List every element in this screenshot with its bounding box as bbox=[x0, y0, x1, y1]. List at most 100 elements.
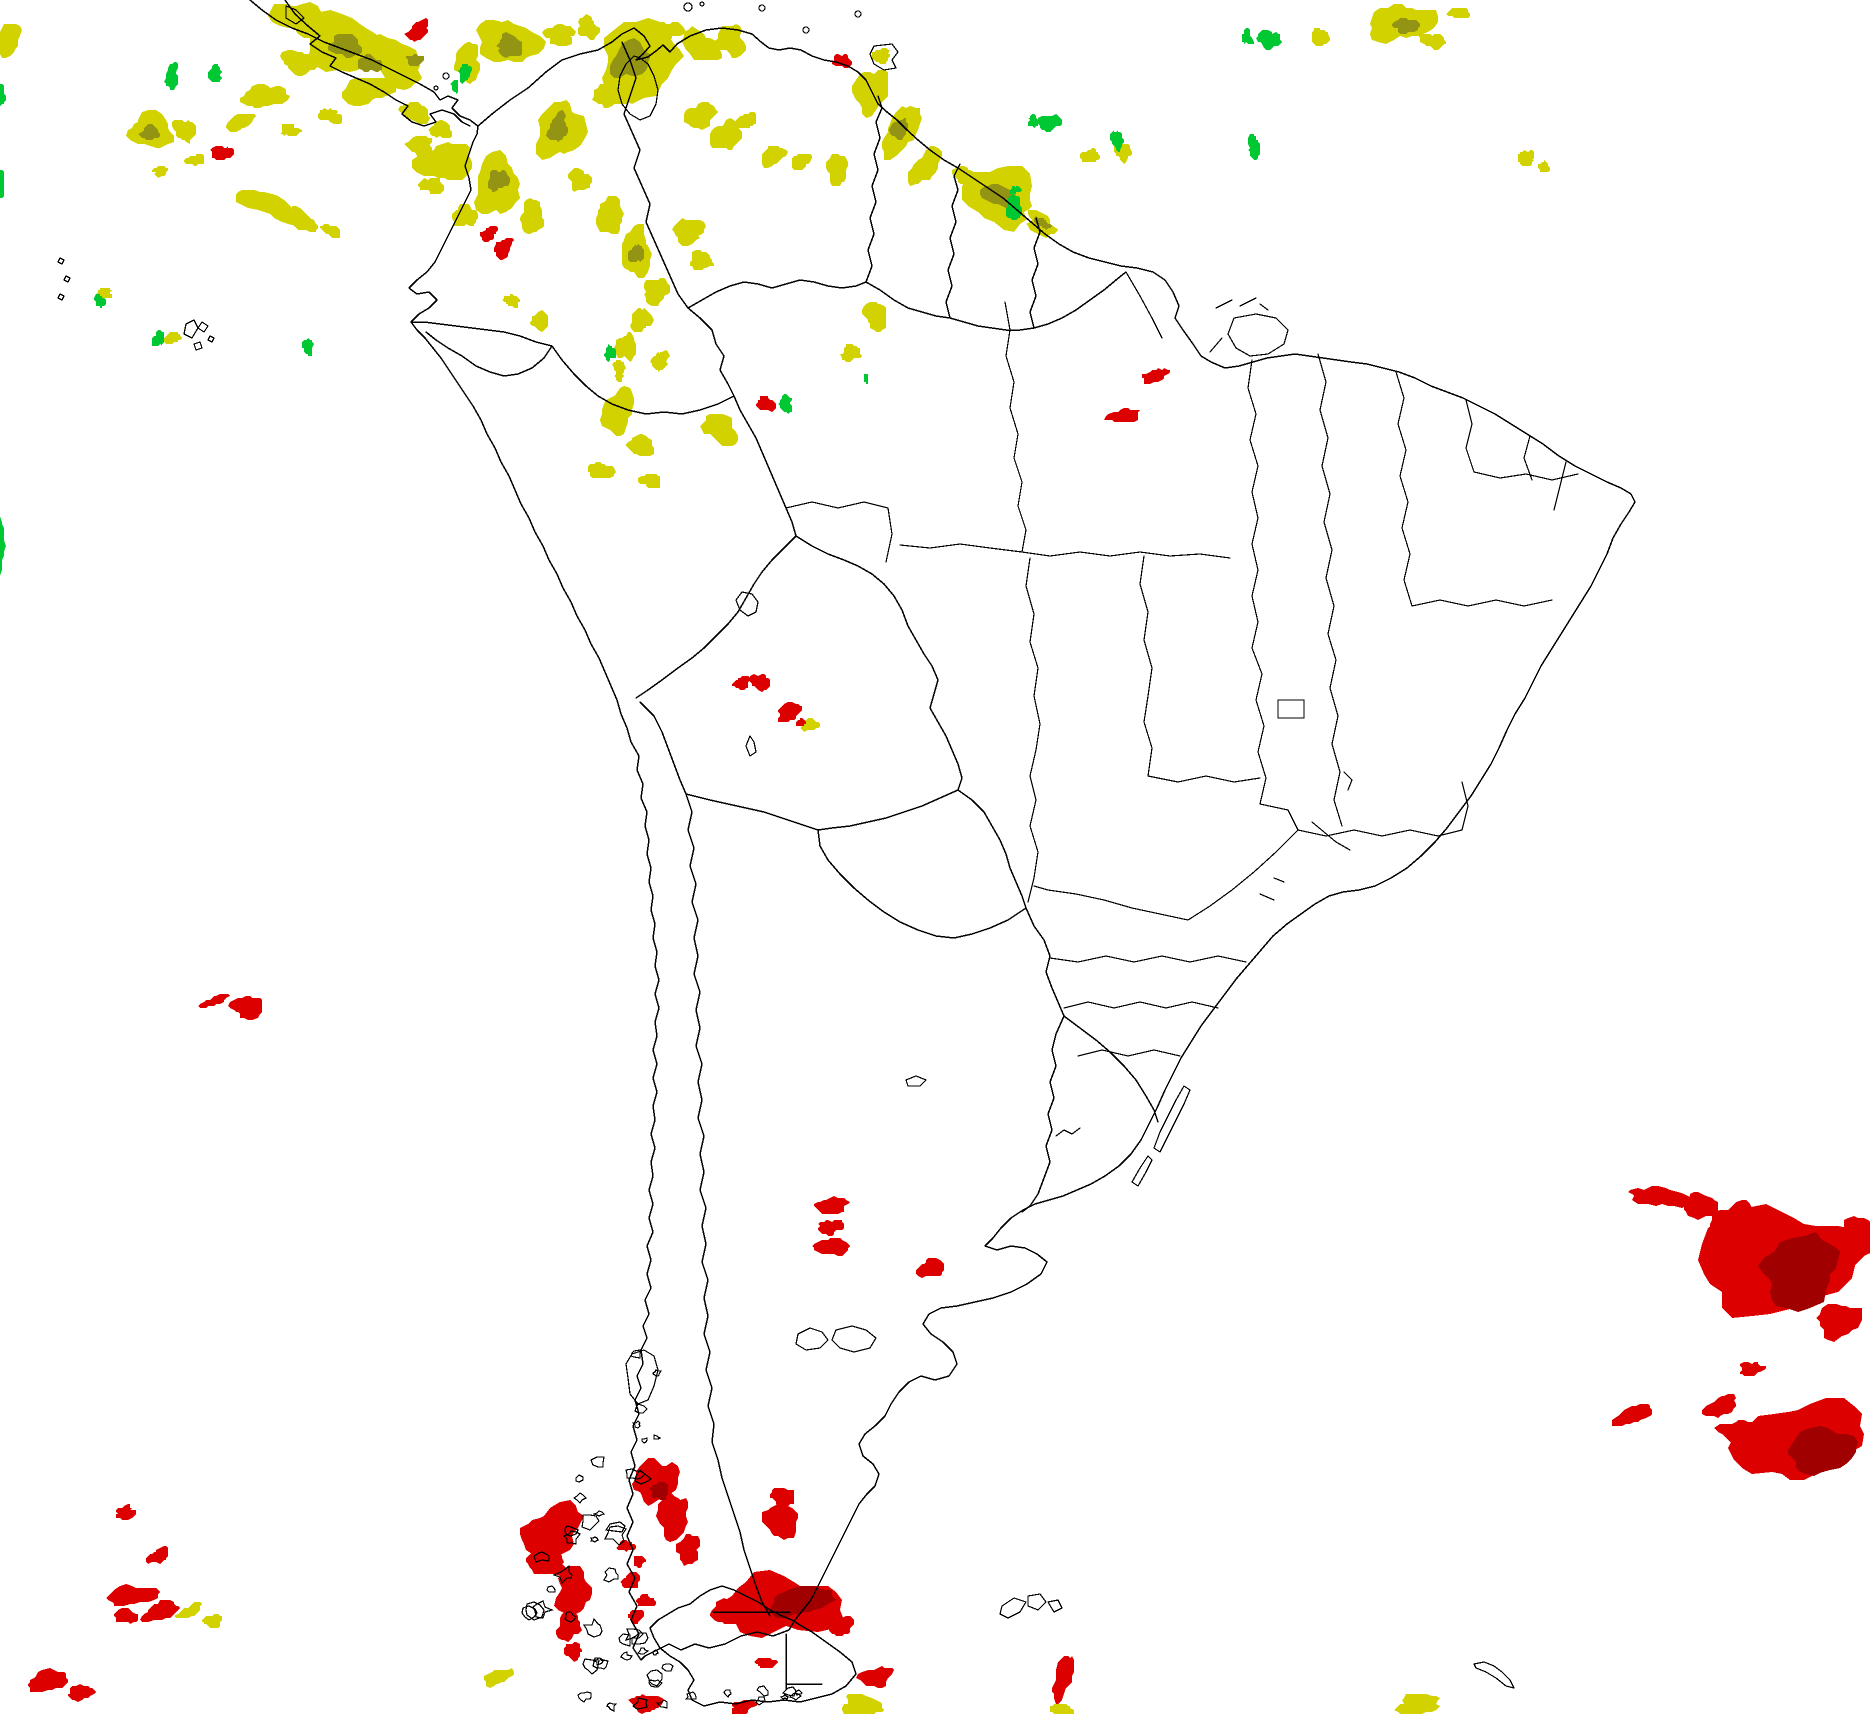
precip-blob-yellow bbox=[614, 332, 636, 362]
precip-blob-yellow bbox=[0, 24, 22, 58]
precip-blob-green bbox=[0, 516, 6, 578]
fjord-islet bbox=[653, 1434, 662, 1440]
border-bolivia-chile bbox=[639, 701, 687, 795]
precip-blob-yellow bbox=[826, 154, 848, 186]
precip-blob-yellow bbox=[226, 114, 256, 132]
state-border-matogrosso-south bbox=[1025, 557, 1041, 903]
precip-blob-red bbox=[812, 1238, 850, 1256]
precip-blob-green bbox=[1028, 114, 1038, 128]
precip-blob-yellow bbox=[368, 34, 422, 90]
lake-poopo bbox=[745, 735, 757, 757]
coastline-central-america-caribbean bbox=[249, 0, 479, 127]
fjord-islet bbox=[590, 1456, 605, 1468]
precip-blob-red bbox=[114, 1608, 138, 1624]
precip-blob-red bbox=[856, 1666, 894, 1688]
precip-blob-red-dark bbox=[768, 1586, 836, 1618]
precip-blob-yellow bbox=[404, 136, 432, 158]
precip-blob-yellow-dark bbox=[610, 38, 650, 78]
island-arc-south-georgia bbox=[1473, 1661, 1515, 1689]
precip-blob-yellow-dark bbox=[888, 118, 908, 140]
precip-blob-yellow bbox=[542, 24, 576, 46]
border-chile-argentina bbox=[685, 793, 771, 1617]
state-border-piaui-ceara bbox=[1395, 371, 1413, 607]
river-uruguay-negro bbox=[1055, 1127, 1081, 1137]
state-border-matogrosso-north bbox=[899, 543, 1231, 559]
precip-blob-yellow bbox=[174, 1602, 202, 1618]
precip-blob-red bbox=[818, 1220, 844, 1236]
precip-blob-yellow bbox=[1518, 150, 1534, 166]
border-argentina-uruguay bbox=[1021, 1015, 1065, 1213]
precip-blob-yellow bbox=[418, 178, 444, 194]
precip-blob-yellow-dark bbox=[546, 110, 568, 142]
precip-blob-green bbox=[604, 344, 616, 362]
precip-blob-red bbox=[1104, 408, 1140, 422]
precip-blob-yellow bbox=[684, 102, 718, 130]
precip-blob-yellow bbox=[152, 166, 168, 178]
precip-blob-green bbox=[450, 80, 458, 94]
state-border-santacatarina-riograndedosul bbox=[1077, 1049, 1181, 1057]
precip-blob-yellow bbox=[530, 310, 548, 332]
precip-blob-red bbox=[762, 1504, 798, 1540]
fjord-islet bbox=[634, 1403, 648, 1414]
precip-blob-yellow bbox=[862, 302, 886, 332]
precip-blob-red bbox=[210, 146, 234, 160]
border-bolivia-brazil bbox=[795, 535, 963, 791]
precip-blob-yellow bbox=[1080, 148, 1100, 162]
precip-blob-yellow bbox=[872, 48, 890, 64]
precip-blob-yellow bbox=[1538, 160, 1550, 172]
fjord-islet bbox=[552, 1564, 573, 1585]
precip-blob-green bbox=[302, 338, 314, 356]
border-peru-brazil bbox=[733, 395, 797, 537]
precip-blob-yellow bbox=[240, 84, 290, 108]
precip-blob-yellow bbox=[762, 146, 788, 168]
precip-blob-yellow bbox=[588, 462, 616, 478]
island-tobago bbox=[854, 10, 862, 18]
precip-blob-yellow bbox=[644, 278, 670, 306]
fjord-islet bbox=[521, 1605, 538, 1621]
islands-galapagos bbox=[183, 319, 215, 351]
border-colombia-ecuador bbox=[411, 321, 553, 347]
fjord-islet bbox=[631, 1632, 649, 1645]
coastline-tierra-del-fuego bbox=[649, 1585, 857, 1707]
precip-blob-red bbox=[634, 1556, 646, 1568]
precip-blob-red bbox=[404, 18, 428, 42]
island-falkland-west bbox=[795, 1327, 829, 1351]
fjord-islet bbox=[661, 1663, 674, 1672]
state-border-amapa bbox=[1125, 271, 1163, 339]
precip-blob-yellow bbox=[650, 350, 670, 372]
border-paraguay-brazil bbox=[957, 789, 1027, 909]
precip-blob-red-dark bbox=[650, 1482, 668, 1500]
precip-blob-red bbox=[778, 702, 802, 722]
border-suriname-brazil bbox=[949, 317, 1035, 331]
precip-blob-yellow bbox=[280, 50, 320, 76]
lake-titicaca bbox=[735, 591, 759, 617]
fjord-islet bbox=[606, 1702, 618, 1712]
fjord-islet bbox=[582, 1658, 600, 1675]
fjord-islet bbox=[756, 1685, 769, 1697]
precip-blob-yellow bbox=[734, 112, 756, 128]
border-bolivia-paraguay bbox=[817, 789, 959, 831]
precip-blob-red bbox=[1834, 1216, 1870, 1266]
precip-blob-yellow bbox=[1418, 34, 1446, 50]
precip-blob-yellow bbox=[236, 190, 306, 226]
precip-blob-yellow bbox=[280, 124, 302, 136]
precip-blob-red-dark bbox=[1758, 1232, 1840, 1312]
coastline-south-america-mainland bbox=[408, 27, 1636, 1661]
precip-blob-yellow bbox=[638, 474, 660, 488]
fjord-islet bbox=[533, 1551, 550, 1563]
lake-mar-chiquita bbox=[905, 1075, 927, 1087]
precip-blob-red bbox=[68, 1684, 96, 1702]
fjord-islet bbox=[646, 1669, 663, 1687]
precip-blob-yellow bbox=[184, 154, 204, 166]
fjord-islet bbox=[632, 1697, 648, 1710]
precip-blob-red bbox=[826, 1616, 854, 1636]
precip-blob-yellow bbox=[672, 218, 706, 246]
precip-blob-yellow-dark bbox=[628, 244, 644, 262]
precip-blob-red bbox=[620, 1572, 640, 1588]
precip-blob-yellow-dark bbox=[1034, 216, 1052, 230]
precip-blob-yellow bbox=[630, 308, 654, 332]
precip-blob-red bbox=[146, 1546, 168, 1564]
precip-blob-red bbox=[732, 676, 750, 690]
